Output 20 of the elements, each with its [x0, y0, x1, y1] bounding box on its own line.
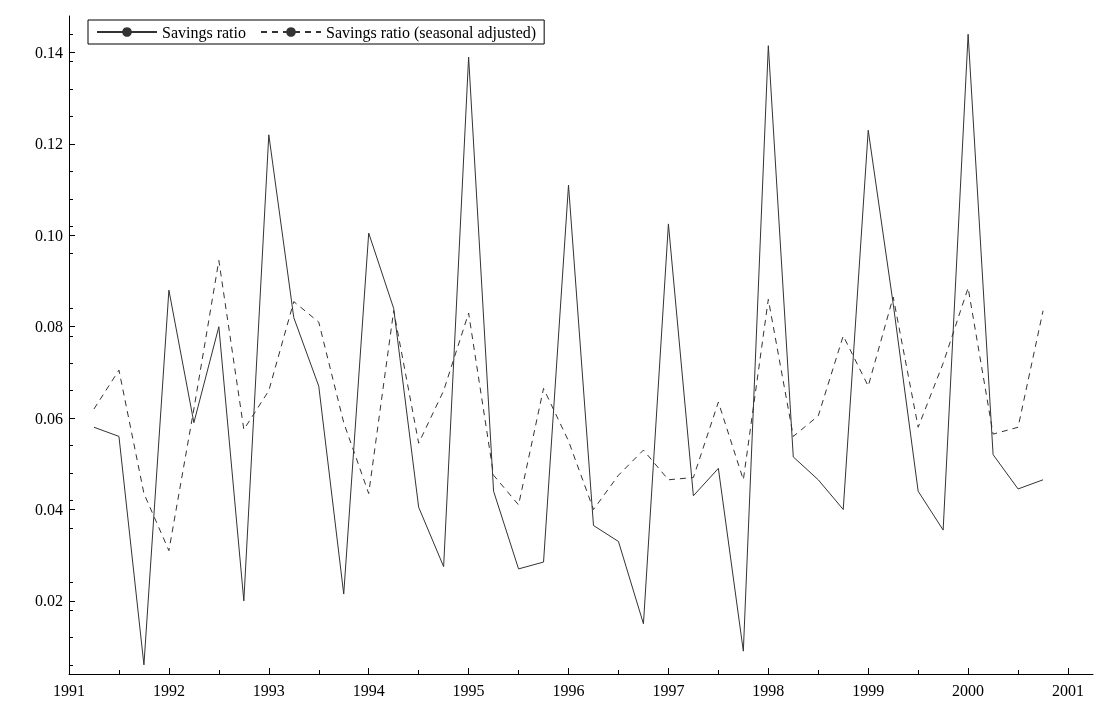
legend-label: Savings ratio (seasonal adjusted): [325, 23, 537, 42]
y-tick-label: 0.04: [35, 501, 63, 518]
x-tick-label: 1999: [852, 681, 885, 699]
y-tick-label: 0.10: [35, 226, 63, 244]
y-tick-label: 0.08: [35, 318, 63, 336]
x-tick-label: 1991: [53, 681, 85, 699]
x-tick-label: 1995: [452, 681, 485, 699]
y-tick-label: 0.12: [35, 135, 63, 153]
x-tick-label: 2000: [952, 681, 985, 699]
x-tick-label: 1997: [652, 681, 685, 699]
legend-label: Savings ratio: [162, 23, 246, 42]
x-tick-label: 1992: [152, 681, 185, 699]
x-tick-label: 2001: [1052, 681, 1085, 699]
x-tick-label: 1994: [352, 681, 385, 699]
x-tick-label: 1993: [252, 681, 285, 699]
x-tick-label: 1996: [552, 681, 585, 699]
x-tick-label: 1998: [752, 681, 785, 699]
y-tick-label: 0.14: [35, 44, 63, 62]
y-tick-label: 0.02: [35, 592, 63, 610]
y-tick-label: 0.06: [35, 409, 63, 427]
